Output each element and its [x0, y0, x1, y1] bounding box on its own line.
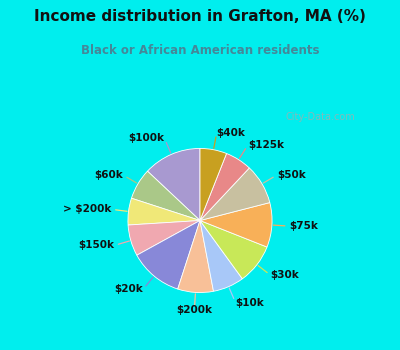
- Wedge shape: [200, 148, 226, 220]
- Wedge shape: [148, 148, 200, 220]
- Wedge shape: [178, 220, 214, 293]
- Text: Income distribution in Grafton, MA (%): Income distribution in Grafton, MA (%): [34, 9, 366, 24]
- Text: $100k: $100k: [128, 133, 164, 143]
- Wedge shape: [200, 220, 242, 291]
- Wedge shape: [128, 198, 200, 225]
- Text: City-Data.com: City-Data.com: [285, 112, 355, 122]
- Text: $20k: $20k: [114, 284, 143, 294]
- Text: $150k: $150k: [78, 240, 114, 251]
- Text: $50k: $50k: [277, 170, 306, 180]
- Wedge shape: [200, 203, 272, 247]
- Text: $40k: $40k: [217, 128, 246, 138]
- Wedge shape: [200, 154, 249, 220]
- Text: $10k: $10k: [236, 298, 264, 308]
- Wedge shape: [132, 171, 200, 220]
- Wedge shape: [200, 168, 270, 220]
- Wedge shape: [200, 220, 267, 279]
- Text: $75k: $75k: [289, 221, 318, 231]
- Text: $200k: $200k: [176, 305, 212, 315]
- Text: Black or African American residents: Black or African American residents: [81, 44, 319, 57]
- Wedge shape: [137, 220, 200, 289]
- Text: $125k: $125k: [248, 140, 284, 150]
- Text: > $200k: > $200k: [63, 204, 111, 214]
- Text: $30k: $30k: [271, 270, 299, 280]
- Text: $60k: $60k: [94, 170, 123, 180]
- Wedge shape: [128, 220, 200, 255]
